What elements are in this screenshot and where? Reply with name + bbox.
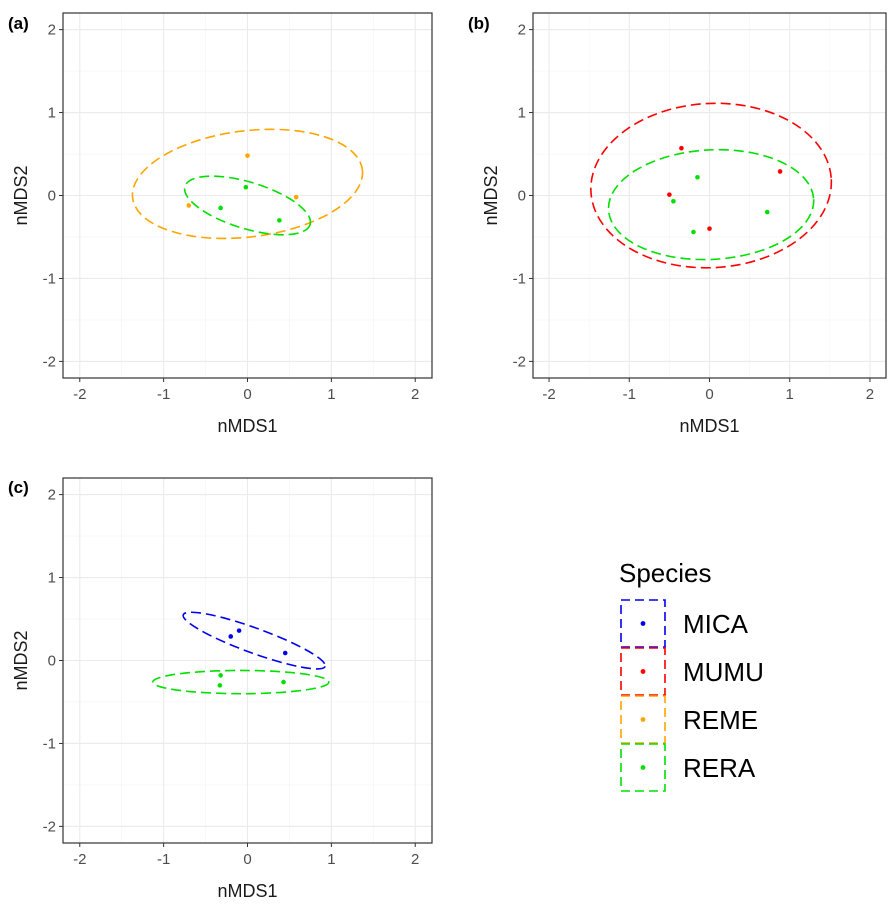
legend-title: Species: [619, 558, 712, 588]
x-tick-label: 1: [327, 851, 335, 868]
legend-key-label: REME: [683, 705, 758, 735]
y-tick-label: 1: [48, 105, 56, 122]
x-tick-label: -2: [542, 386, 555, 403]
confidence-ellipse-mumu: [590, 102, 833, 269]
y-axis-title: nMDS2: [11, 630, 31, 690]
data-point-rera: [281, 679, 286, 685]
plot-data: [151, 611, 330, 695]
y-tick-label: 0: [48, 188, 56, 205]
data-point-rera: [218, 205, 223, 211]
legend-key-mumu: MUMU: [620, 647, 764, 696]
y-tick-label: -2: [43, 353, 56, 370]
y-tick-label: 1: [518, 105, 526, 122]
x-tick-label: 2: [411, 851, 419, 868]
x-tick-label: 1: [786, 386, 794, 403]
legend-key-rera: RERA: [620, 743, 756, 792]
legend-key-label: MUMU: [683, 657, 764, 687]
major-grid: [533, 13, 886, 378]
major-grid: [63, 13, 432, 378]
x-tick-label: -2: [73, 386, 86, 403]
x-tick-label: 0: [243, 851, 251, 868]
data-point-reme: [293, 194, 299, 200]
y-tick-label: -2: [43, 818, 56, 835]
legend-key-dot: [640, 669, 646, 674]
x-tick-label: 1: [327, 386, 335, 403]
legend-key-label: RERA: [683, 753, 756, 783]
data-point-rera: [671, 199, 676, 204]
major-grid: [63, 478, 432, 843]
confidence-ellipse-reme: [131, 128, 364, 240]
plot-data: [590, 102, 833, 269]
y-tick-label: 2: [48, 22, 56, 39]
data-point-mumu: [679, 145, 684, 151]
legend-key-dot: [640, 765, 646, 770]
data-point-mumu: [777, 169, 783, 174]
x-tick-label: -1: [157, 851, 170, 868]
legend-key-dot: [640, 717, 646, 722]
panels: -2 -1 0 1 2 -2 -1 0 1 2 nMDS1 nMDS2 (a) -2 -1 0 1 2 -2 -1 0 1…: [8, 12, 887, 901]
data-point-rera: [691, 229, 696, 235]
y-tick-label: 0: [48, 653, 56, 670]
y-axis-title: nMDS2: [11, 165, 31, 225]
data-point-rera: [218, 673, 223, 678]
x-tick-label: -1: [157, 386, 170, 403]
panel-tag: (a): [8, 14, 29, 33]
data-point-mica: [282, 650, 288, 656]
x-tick-label: 2: [411, 386, 419, 403]
x-tick-label: 0: [705, 386, 713, 403]
x-axis-title: nMDS1: [679, 416, 739, 436]
x-tick-label: -1: [623, 386, 636, 403]
data-point-mumu: [707, 226, 712, 231]
x-axis-title: nMDS1: [217, 416, 277, 436]
data-point-mumu: [667, 192, 672, 197]
data-point-rera: [277, 218, 282, 223]
legend: Species MICA MUMU REME RERA: [619, 558, 764, 792]
data-point-mica: [228, 634, 234, 639]
x-tick-label: -2: [73, 851, 86, 868]
x-tick-label: 2: [866, 386, 874, 403]
data-point-rera: [217, 683, 223, 688]
panel-tag: (c): [8, 478, 29, 497]
legend-key-label: MICA: [683, 609, 749, 639]
y-tick-label: -1: [513, 270, 526, 287]
y-tick-label: 0: [518, 188, 526, 205]
legend-key-dot: [640, 621, 646, 626]
panel-3: -2 -1 0 1 2 -2 -1 0 1 2 nMDS1 nMDS2 (c): [8, 477, 433, 901]
confidence-ellipse-rera: [183, 175, 312, 236]
legend-key-mica: MICA: [620, 599, 749, 648]
legend-key-reme: REME: [620, 695, 758, 744]
y-axis-title: nMDS2: [481, 165, 501, 225]
y-tick-label: -1: [43, 735, 56, 752]
y-tick-label: 2: [48, 487, 56, 504]
y-tick-label: -1: [43, 270, 56, 287]
confidence-ellipse-mica: [182, 611, 327, 670]
confidence-ellipse-rera: [151, 669, 330, 695]
panel-2: -2 -1 0 1 2 -2 -1 0 1 2 nMDS1 nMDS2 (b): [468, 12, 887, 436]
x-tick-label: 0: [243, 386, 251, 403]
data-point-reme: [186, 203, 192, 208]
plot-data: [131, 128, 364, 240]
data-point-rera: [764, 209, 770, 215]
legend-keys: MICA MUMU REME RERA: [620, 599, 764, 792]
y-tick-label: 1: [48, 570, 56, 587]
data-point-rera: [243, 184, 249, 190]
confidence-ellipse-rera: [607, 148, 815, 261]
data-point-reme: [245, 153, 250, 158]
y-tick-label: 2: [518, 22, 526, 39]
panel-1: -2 -1 0 1 2 -2 -1 0 1 2 nMDS1 nMDS2 (a): [8, 12, 433, 436]
data-point-rera: [695, 174, 700, 180]
data-point-mica: [236, 628, 242, 633]
panel-tag: (b): [468, 14, 490, 33]
x-axis-title: nMDS1: [217, 881, 277, 901]
y-tick-label: -2: [513, 353, 526, 370]
